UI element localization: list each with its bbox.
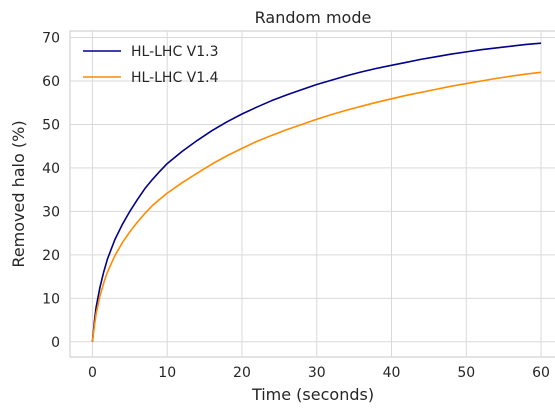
chart-title: Random mode <box>255 8 372 27</box>
y-tick-label: 50 <box>42 117 60 133</box>
legend-label-v13: HL-LHC V1.3 <box>131 44 219 60</box>
y-tick-label: 30 <box>42 204 60 220</box>
x-tick-label: 60 <box>532 365 550 381</box>
x-tick-label: 40 <box>383 365 401 381</box>
x-tick-labels: 0 10 20 30 40 50 60 <box>88 365 550 381</box>
y-tick-label: 20 <box>42 248 60 264</box>
y-axis-label: Removed halo (%) <box>9 120 28 267</box>
x-tick-label: 30 <box>308 365 326 381</box>
y-tick-label: 40 <box>42 161 60 177</box>
y-tick-label: 0 <box>51 335 60 351</box>
x-tick-label: 50 <box>457 365 475 381</box>
y-tick-label: 10 <box>42 291 60 307</box>
y-tick-label: 60 <box>42 74 60 90</box>
x-tick-label: 10 <box>158 365 176 381</box>
x-tick-label: 0 <box>88 365 97 381</box>
y-tick-label: 70 <box>42 31 60 47</box>
legend-label-v14: HL-LHC V1.4 <box>131 70 219 86</box>
x-tick-label: 20 <box>233 365 251 381</box>
y-tick-labels: 0 10 20 30 40 50 60 70 <box>42 31 60 351</box>
x-axis-label: Time (seconds) <box>251 385 374 404</box>
